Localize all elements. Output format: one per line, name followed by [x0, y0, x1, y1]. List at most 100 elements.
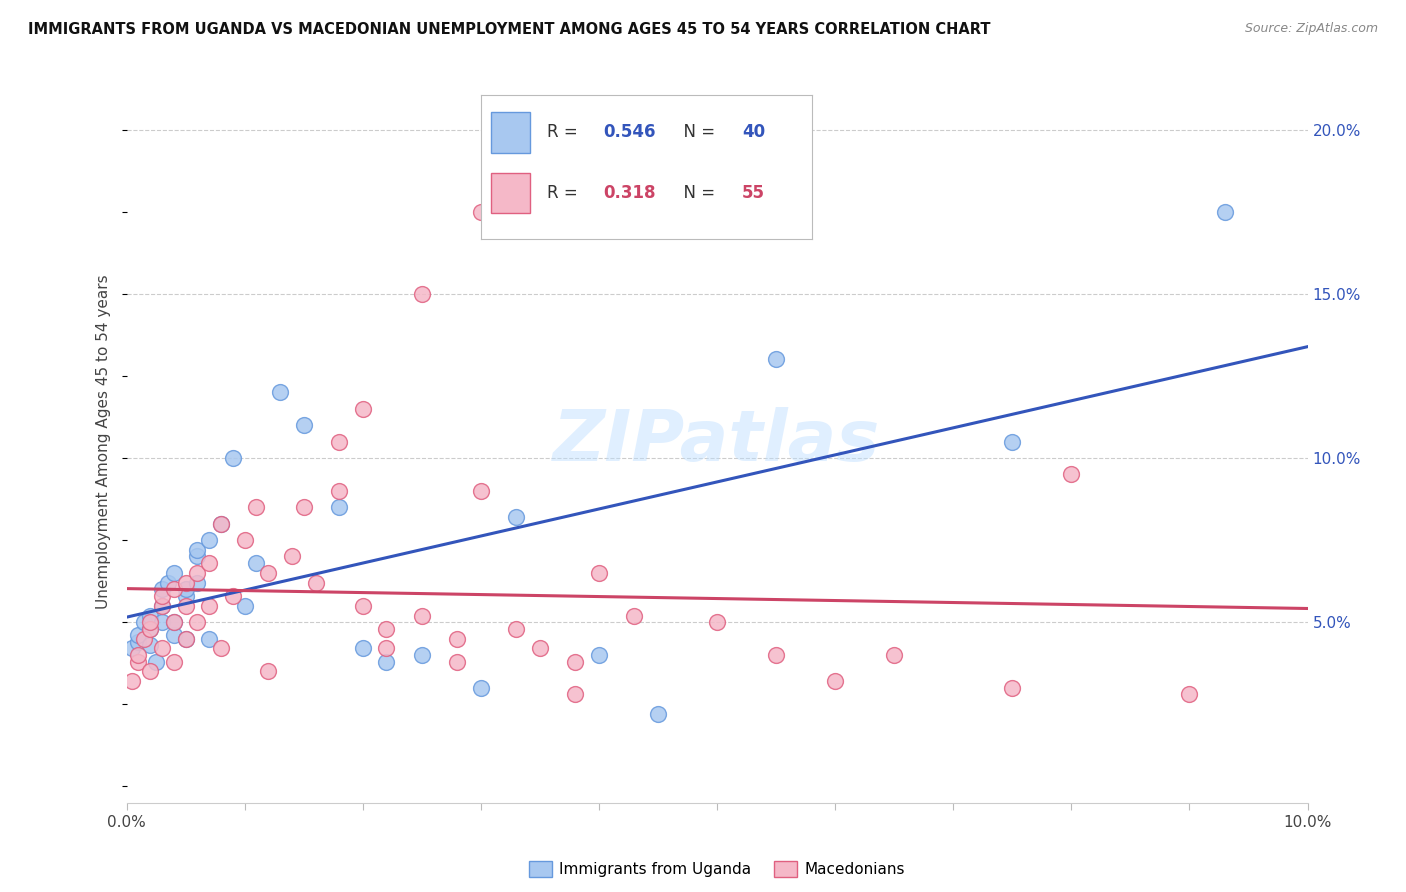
- Point: [883, 648, 905, 662]
- Point: [222, 450, 245, 465]
- Point: [139, 638, 162, 652]
- Point: [174, 582, 197, 597]
- Point: [446, 655, 468, 669]
- Y-axis label: Unemployment Among Ages 45 to 54 years: Unemployment Among Ages 45 to 54 years: [96, 274, 111, 609]
- Point: [1001, 681, 1024, 695]
- Point: [446, 632, 468, 646]
- Point: [150, 599, 173, 613]
- Point: [411, 286, 433, 301]
- Point: [328, 500, 350, 515]
- Point: [198, 632, 221, 646]
- Point: [647, 707, 669, 722]
- Point: [245, 500, 267, 515]
- Point: [245, 556, 267, 570]
- Point: [139, 622, 162, 636]
- Point: [1060, 467, 1083, 482]
- Point: [174, 589, 197, 603]
- Point: [411, 608, 433, 623]
- Point: [209, 641, 232, 656]
- Point: [134, 632, 156, 646]
- Point: [145, 655, 167, 669]
- Point: [1178, 687, 1201, 701]
- Point: [150, 582, 173, 597]
- Point: [222, 589, 245, 603]
- Point: [505, 510, 527, 524]
- Point: [127, 635, 149, 649]
- Point: [127, 648, 149, 662]
- Point: [588, 566, 610, 580]
- Text: IMMIGRANTS FROM UGANDA VS MACEDONIAN UNEMPLOYMENT AMONG AGES 45 TO 54 YEARS CORR: IMMIGRANTS FROM UGANDA VS MACEDONIAN UNE…: [28, 22, 991, 37]
- Point: [257, 665, 280, 679]
- Point: [328, 483, 350, 498]
- Point: [150, 641, 173, 656]
- Legend: Immigrants from Uganda, Macedonians: Immigrants from Uganda, Macedonians: [522, 854, 912, 885]
- Point: [163, 615, 186, 630]
- Point: [375, 622, 398, 636]
- Point: [233, 599, 256, 613]
- Point: [121, 641, 143, 656]
- Point: [304, 575, 326, 590]
- Point: [588, 648, 610, 662]
- Point: [209, 516, 232, 531]
- Point: [765, 352, 787, 367]
- Point: [257, 566, 280, 580]
- Point: [174, 599, 197, 613]
- Point: [198, 599, 221, 613]
- Point: [1213, 204, 1236, 219]
- Point: [156, 575, 179, 590]
- Point: [529, 641, 551, 656]
- Point: [1001, 434, 1024, 449]
- Point: [139, 615, 162, 630]
- Point: [186, 542, 208, 557]
- Point: [269, 385, 291, 400]
- Point: [163, 628, 186, 642]
- Point: [623, 608, 645, 623]
- Point: [139, 665, 162, 679]
- Point: [209, 516, 232, 531]
- Point: [174, 575, 197, 590]
- Point: [505, 622, 527, 636]
- Point: [163, 615, 186, 630]
- Point: [470, 483, 492, 498]
- Point: [328, 434, 350, 449]
- Point: [127, 655, 149, 669]
- Point: [198, 533, 221, 547]
- Point: [411, 648, 433, 662]
- Point: [375, 641, 398, 656]
- Point: [186, 549, 208, 564]
- Point: [198, 556, 221, 570]
- Point: [470, 681, 492, 695]
- Point: [174, 632, 197, 646]
- Text: Source: ZipAtlas.com: Source: ZipAtlas.com: [1244, 22, 1378, 36]
- Point: [139, 622, 162, 636]
- Point: [292, 418, 315, 433]
- Point: [186, 575, 208, 590]
- Point: [163, 566, 186, 580]
- Point: [163, 655, 186, 669]
- Point: [470, 204, 492, 219]
- Point: [186, 615, 208, 630]
- Point: [150, 589, 173, 603]
- Point: [134, 615, 156, 630]
- Point: [186, 566, 208, 580]
- Point: [352, 599, 374, 613]
- Point: [824, 674, 846, 689]
- Point: [375, 655, 398, 669]
- Text: ZIPatlas: ZIPatlas: [554, 407, 880, 476]
- Point: [163, 582, 186, 597]
- Point: [352, 401, 374, 416]
- Point: [564, 655, 586, 669]
- Point: [292, 500, 315, 515]
- Point: [765, 648, 787, 662]
- Point: [139, 608, 162, 623]
- Point: [233, 533, 256, 547]
- Point: [121, 674, 143, 689]
- Point: [706, 615, 728, 630]
- Point: [564, 687, 586, 701]
- Point: [150, 599, 173, 613]
- Point: [281, 549, 304, 564]
- Point: [352, 641, 374, 656]
- Point: [127, 628, 149, 642]
- Point: [174, 632, 197, 646]
- Point: [150, 615, 173, 630]
